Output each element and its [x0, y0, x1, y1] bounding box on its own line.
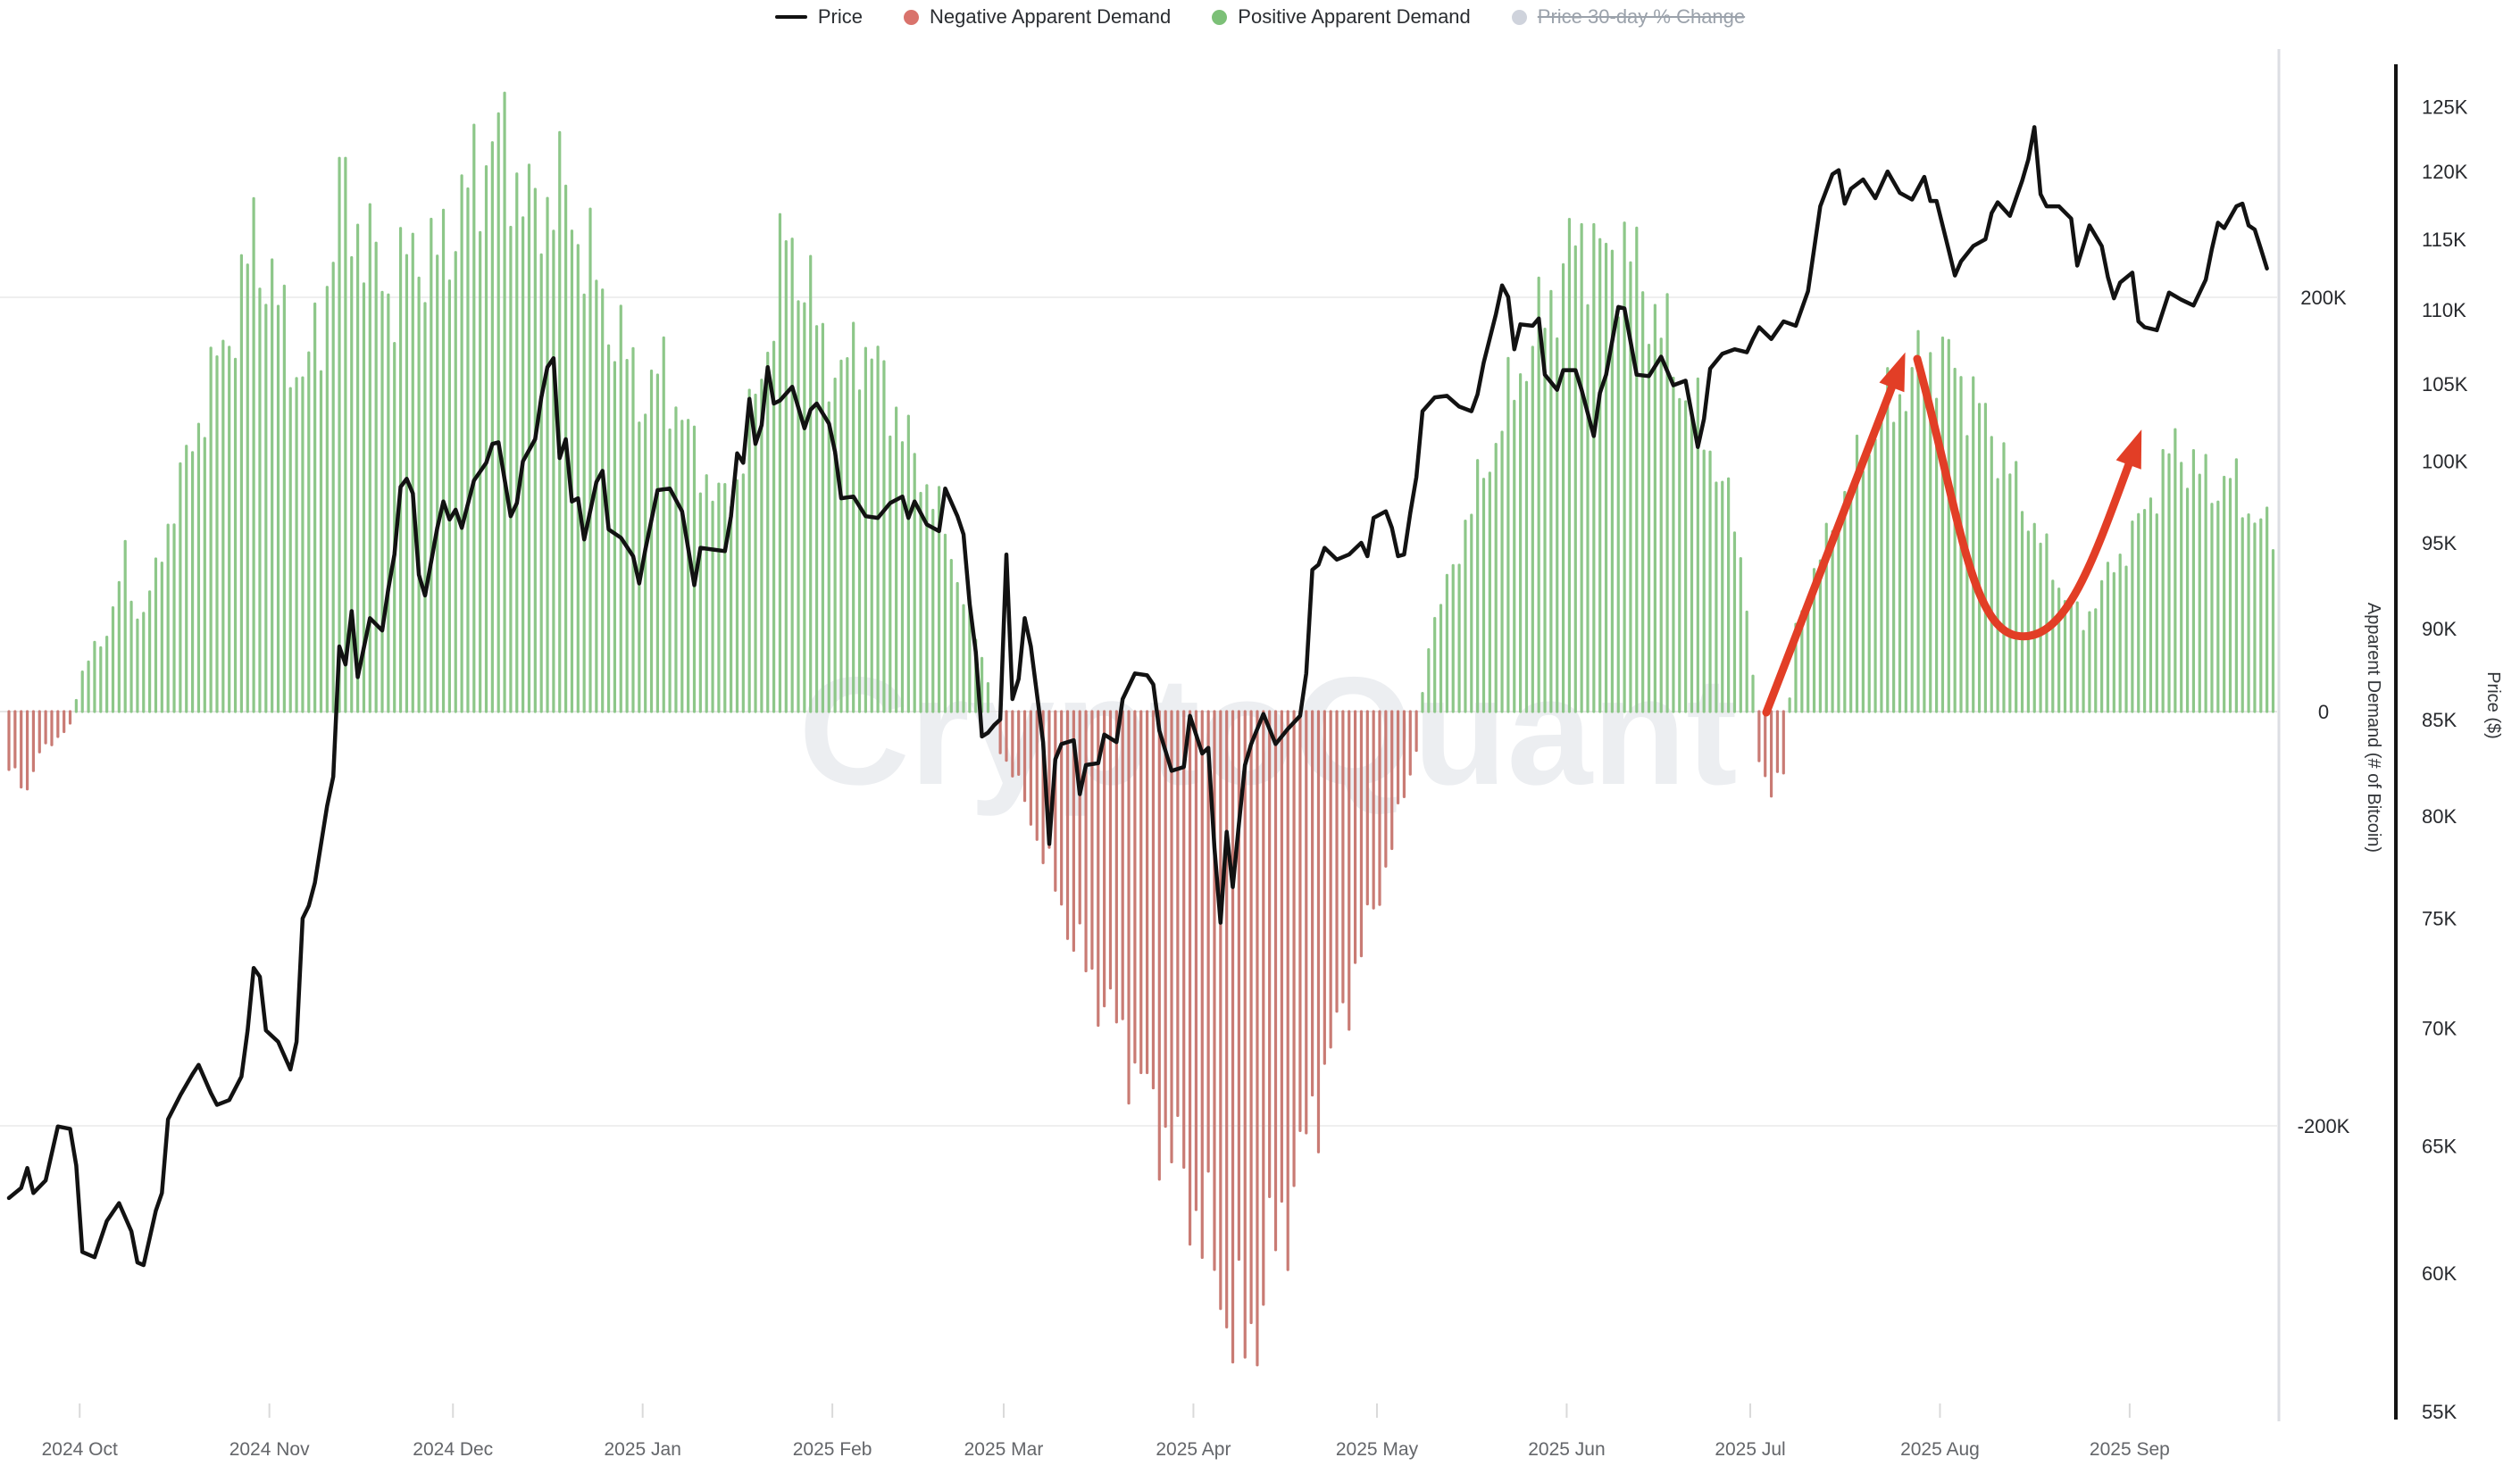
- x-axis-labels: 2024 Oct 2024 Nov 2024 Dec 2025 Jan 2025 Feb…: [42, 1439, 2170, 1460]
- svg-text:90K: 90K: [2422, 618, 2457, 640]
- legend-item-price[interactable]: Price: [774, 5, 863, 29]
- price-axis-title: Price ($): [2483, 671, 2503, 739]
- svg-text:2024 Dec: 2024 Dec: [413, 1439, 493, 1460]
- svg-text:2024 Nov: 2024 Nov: [229, 1439, 310, 1460]
- price-line: [6, 125, 2269, 1268]
- svg-text:85K: 85K: [2422, 709, 2457, 731]
- legend-item-positive-demand[interactable]: Positive Apparent Demand: [1212, 5, 1471, 29]
- legend-label-price: Price: [817, 5, 863, 28]
- svg-text:105K: 105K: [2422, 373, 2468, 396]
- svg-text:120K: 120K: [2422, 161, 2468, 183]
- svg-text:2025 Mar: 2025 Mar: [964, 1439, 1044, 1460]
- svg-text:2025 Feb: 2025 Feb: [793, 1439, 872, 1460]
- svg-text:2025 Apr: 2025 Apr: [1156, 1439, 1231, 1460]
- legend-label-negative-demand: Negative Apparent Demand: [929, 5, 1172, 28]
- demand-bars: [7, 91, 2275, 1367]
- legend-label-price-30d-change: Price 30-day % Change: [1537, 5, 1746, 28]
- gridlines: [0, 296, 2277, 1127]
- svg-text:2025 Jun: 2025 Jun: [1528, 1439, 1605, 1460]
- svg-text:75K: 75K: [2422, 908, 2457, 930]
- svg-text:95K: 95K: [2422, 532, 2457, 554]
- legend-item-price-30d-change[interactable]: Price 30-day % Change: [1511, 5, 1746, 29]
- svg-text:2025 Aug: 2025 Aug: [1900, 1439, 1980, 1460]
- svg-text:2025 Sep: 2025 Sep: [2090, 1439, 2170, 1460]
- trend-annotation: [1762, 352, 2142, 717]
- svg-text:2025 May: 2025 May: [1336, 1439, 1419, 1460]
- legend-label-positive-demand: Positive Apparent Demand: [1238, 5, 1471, 28]
- svg-text:2025 Jan: 2025 Jan: [604, 1439, 680, 1460]
- price-30d-change-dot-icon: [1511, 9, 1527, 25]
- demand-axis-title: Apparent Demand (# of Bitcoin): [2364, 603, 2383, 853]
- svg-text:0: 0: [2318, 701, 2329, 723]
- legend-item-negative-demand[interactable]: Negative Apparent Demand: [903, 5, 1172, 29]
- svg-text:200K: 200K: [2300, 287, 2347, 309]
- svg-text:125K: 125K: [2422, 96, 2468, 118]
- negative-demand-dot-icon: [903, 9, 919, 25]
- svg-text:70K: 70K: [2422, 1018, 2457, 1040]
- demand-axis-ticks: 200K 0 -200K: [2298, 287, 2350, 1137]
- price-line-swatch-icon: [774, 15, 807, 19]
- x-axis-ticks: [79, 1403, 2131, 1418]
- positive-demand-dot-icon: [1212, 9, 1228, 25]
- legend: Price Negative Apparent Demand Positive …: [0, 5, 2520, 29]
- svg-text:-200K: -200K: [2298, 1115, 2350, 1137]
- svg-text:80K: 80K: [2422, 805, 2457, 828]
- svg-text:100K: 100K: [2422, 451, 2468, 473]
- svg-text:65K: 65K: [2422, 1135, 2457, 1157]
- price-axis-ticks: 125K 120K 115K 110K 105K 100K 95K 90K 85K 80K 75K 7…: [2422, 96, 2468, 1422]
- svg-text:115K: 115K: [2422, 229, 2466, 251]
- svg-text:55K: 55K: [2422, 1401, 2457, 1423]
- svg-text:2024 Oct: 2024 Oct: [42, 1439, 118, 1460]
- svg-text:110K: 110K: [2422, 299, 2466, 321]
- svg-text:2025 Jul: 2025 Jul: [1715, 1439, 1785, 1460]
- svg-text:60K: 60K: [2422, 1262, 2457, 1285]
